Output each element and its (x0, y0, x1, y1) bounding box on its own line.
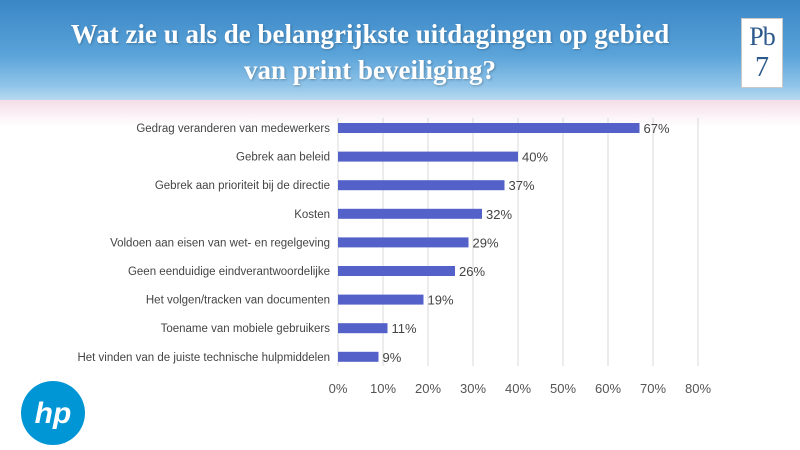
data-label: 9% (383, 350, 402, 365)
category-label: Kosten (294, 209, 330, 221)
category-label: Gebrek aan beleid (236, 152, 330, 164)
category-label: Gedrag veranderen van medewerkers (136, 123, 330, 135)
bar (338, 123, 640, 133)
category-label: Geen eenduidige eindverantwoordelijke (128, 266, 330, 278)
bar (338, 151, 518, 162)
hp-logo-icon: hp (21, 381, 85, 445)
bar (338, 208, 482, 219)
category-label: Voldoen aan eisen van wet- en regelgevin… (110, 237, 330, 249)
x-tick-label: 50% (550, 381, 576, 396)
chart-title-line-2: van print beveiliging? (243, 55, 497, 85)
banner-fade (0, 100, 800, 126)
x-axis-tick-labels: 0% 10% 20% 30% 40% 50% 60% 70% 80% (329, 381, 712, 396)
data-label: 11% (392, 321, 417, 336)
hp-logo-text: hp (35, 397, 72, 430)
bar (338, 266, 455, 276)
x-tick-label: 80% (685, 381, 711, 396)
bar (338, 180, 505, 191)
data-label: 19% (428, 293, 454, 308)
bars (338, 123, 640, 362)
category-label: Het vinden van de juiste technische hulp… (77, 352, 330, 364)
data-label: 26% (459, 264, 485, 279)
chart-title: Wat zie u als de belangrijkste uitdaging… (20, 16, 720, 88)
category-label: Het volgen/tracken van documenten (146, 295, 330, 307)
pb7-logo-text-top: Pb (749, 22, 775, 51)
x-tick-label: 20% (415, 381, 441, 396)
bar (338, 351, 379, 362)
pb7-logo: Pb 7 (741, 18, 783, 88)
data-label: 29% (473, 235, 499, 250)
bar (338, 323, 388, 334)
x-tick-label: 10% (370, 381, 396, 396)
category-label: Toename van mobiele gebruikers (161, 323, 331, 335)
value-labels: 67% 40% 37% 32% 29% 26% 19% 11% 9% (383, 121, 670, 365)
category-label: Gebrek aan prioriteit bij de directie (155, 180, 330, 192)
category-labels: Gedrag veranderen van medewerkers Gebrek … (77, 123, 330, 364)
title-banner (0, 0, 800, 100)
x-tick-label: 70% (640, 381, 666, 396)
bar (338, 237, 469, 248)
x-tick-label: 0% (329, 381, 348, 396)
x-tick-label: 40% (505, 381, 531, 396)
chart-title-line-1: Wat zie u als de belangrijkste uitdaging… (70, 19, 670, 49)
x-tick-label: 30% (460, 381, 486, 396)
data-label: 67% (644, 121, 670, 136)
data-label: 40% (522, 150, 548, 165)
bar-chart: Gedrag veranderen van medewerkers Gebrek … (77, 118, 712, 396)
pb7-logo-text-bottom: 7 (755, 52, 769, 83)
x-tick-label: 60% (595, 381, 621, 396)
data-label: 32% (486, 207, 512, 222)
data-label: 37% (509, 178, 535, 193)
bar (338, 294, 424, 305)
